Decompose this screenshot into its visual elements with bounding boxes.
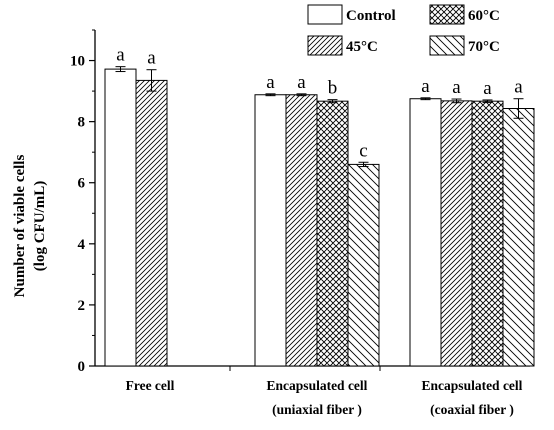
category-label: Encapsulated cell [267, 378, 368, 393]
significance-label: c [359, 140, 367, 161]
y-tick-label: 0 [78, 359, 86, 375]
category-label-sub: (coaxial fiber ) [430, 402, 514, 417]
significance-label: a [514, 77, 523, 98]
legend-swatch [307, 4, 343, 25]
category-label: Encapsulated cell [422, 378, 523, 393]
bar [409, 98, 442, 367]
bar [104, 68, 137, 367]
legend-label: 60°C [468, 8, 500, 24]
bar [347, 163, 380, 367]
y-tick-label: 8 [78, 115, 86, 131]
y-tick-label: 10 [70, 54, 85, 70]
bars-layer: a a a a b c a a a a [104, 45, 535, 367]
significance-label: a [452, 77, 461, 98]
category-label: Free cell [126, 378, 175, 393]
bar [285, 94, 318, 367]
bar [471, 100, 504, 367]
legend-label: 70°C [468, 39, 500, 55]
bar [316, 100, 349, 367]
significance-label: a [297, 72, 306, 93]
y-axis-title-line1: Number of viable cells [12, 155, 28, 298]
bar [135, 79, 168, 367]
category-labels: Free cell Encapsulated cell (uniaxial fibe… [126, 378, 523, 417]
y-axis-title-line2: (log CFU/mL) [32, 181, 48, 271]
significance-label: a [266, 72, 275, 93]
y-axis-title: Number of viable cells (log CFU/mL) [12, 155, 48, 298]
y-tick-label: 4 [78, 237, 86, 253]
significance-label: a [421, 76, 430, 97]
y-tick-label: 6 [78, 176, 86, 192]
y-tick-label: 2 [78, 298, 86, 314]
legend-swatch [307, 35, 343, 56]
legend: Control 45°C 60°C 70°C [307, 4, 500, 56]
significance-label: a [116, 45, 125, 66]
bar [254, 94, 287, 367]
category-label-sub: (uniaxial fiber ) [272, 402, 362, 417]
significance-label: b [328, 78, 338, 99]
significance-label: a [483, 78, 492, 99]
significance-label: a [147, 48, 156, 69]
bar [440, 100, 473, 367]
bar [502, 108, 535, 367]
legend-swatch [429, 4, 465, 25]
legend-swatch [429, 35, 465, 56]
legend-label: 45°C [346, 39, 378, 55]
legend-label: Control [346, 8, 396, 24]
